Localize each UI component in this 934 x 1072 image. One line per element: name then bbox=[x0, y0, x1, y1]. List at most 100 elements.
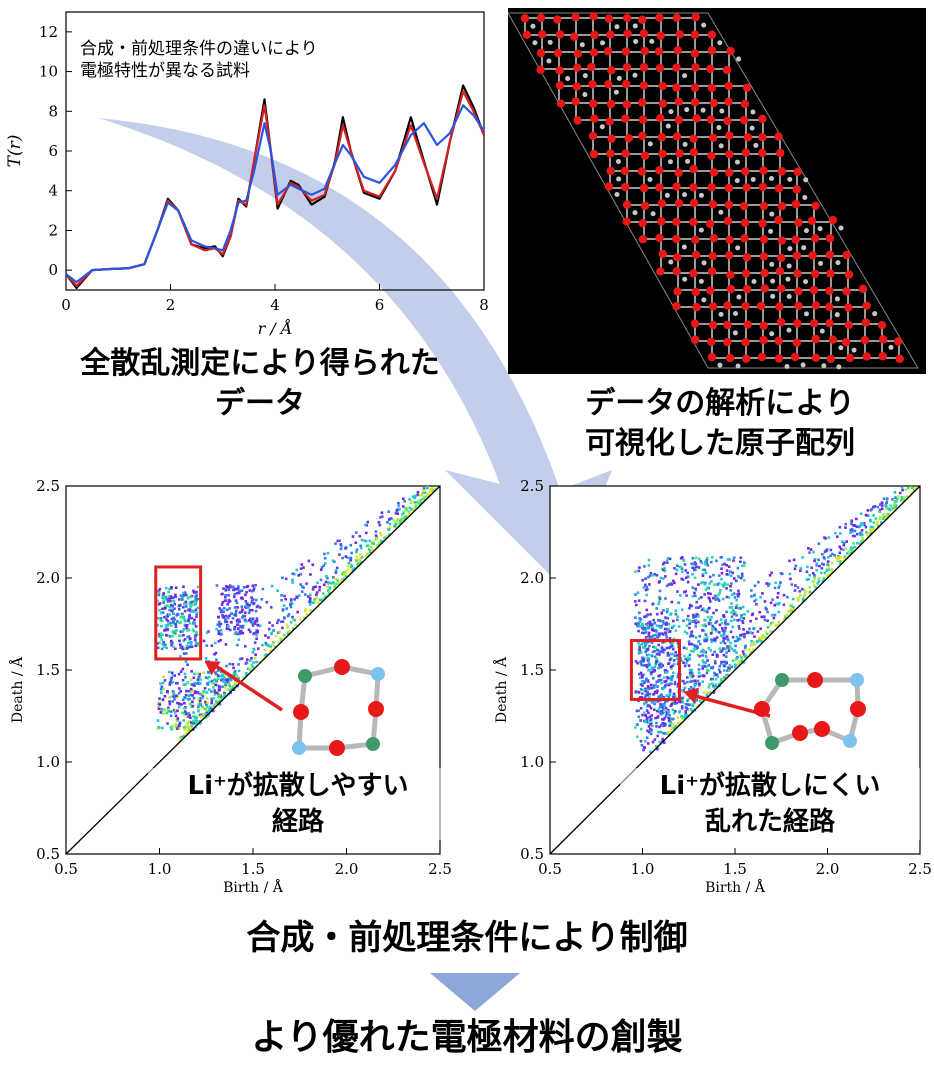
density-pixel bbox=[224, 593, 227, 597]
cation-atom bbox=[698, 192, 704, 198]
density-pixel bbox=[702, 661, 706, 664]
density-pixel bbox=[645, 665, 649, 669]
density-pixel bbox=[188, 645, 192, 649]
density-pixel bbox=[658, 600, 661, 603]
density-pixel bbox=[248, 659, 252, 662]
density-pixel bbox=[217, 640, 221, 643]
density-pixel bbox=[849, 548, 853, 552]
density-pixel bbox=[185, 647, 189, 650]
density-pixel bbox=[842, 541, 846, 545]
density-pixel bbox=[634, 660, 638, 663]
density-pixel bbox=[670, 652, 673, 656]
density-pixel bbox=[222, 696, 226, 699]
density-pixel bbox=[297, 574, 300, 577]
density-pixel bbox=[670, 583, 674, 586]
oxygen-atom bbox=[740, 218, 750, 228]
density-pixel bbox=[163, 606, 167, 610]
density-pixel bbox=[234, 681, 238, 685]
density-pixel bbox=[229, 685, 232, 689]
density-pixel bbox=[748, 648, 751, 651]
density-pixel bbox=[302, 566, 305, 569]
density-pixel bbox=[193, 672, 196, 676]
oxygen-atom bbox=[658, 99, 668, 108]
oxygen-atom bbox=[706, 337, 716, 347]
density-pixel bbox=[722, 614, 725, 617]
density-pixel bbox=[228, 600, 232, 603]
density-pixel bbox=[734, 606, 738, 609]
density-pixel bbox=[663, 700, 667, 704]
density-pixel bbox=[647, 558, 651, 562]
density-pixel bbox=[721, 583, 724, 586]
oxygen-atom bbox=[811, 301, 821, 310]
density-pixel bbox=[670, 626, 674, 630]
density-pixel bbox=[166, 689, 169, 693]
density-pixel bbox=[175, 694, 178, 698]
x-tick-label: 2.5 bbox=[908, 860, 932, 878]
density-pixel bbox=[282, 604, 286, 607]
density-pixel bbox=[877, 525, 880, 528]
density-pixel bbox=[653, 649, 656, 653]
pdf-note-line-2: 電極特性が異なる試料 bbox=[80, 61, 250, 81]
density-pixel bbox=[684, 711, 687, 715]
density-pixel bbox=[665, 584, 669, 588]
oxygen-atom bbox=[791, 200, 801, 209]
oxygen-atom bbox=[520, 14, 530, 23]
density-pixel bbox=[233, 627, 236, 630]
density-pixel bbox=[716, 675, 720, 678]
density-pixel bbox=[179, 621, 183, 624]
density-pixel bbox=[416, 490, 420, 494]
atomic-structure-image bbox=[507, 8, 926, 374]
density-pixel bbox=[855, 517, 858, 521]
density-pixel bbox=[389, 517, 392, 520]
density-pixel bbox=[791, 609, 795, 613]
density-pixel bbox=[674, 724, 677, 728]
cation-atom bbox=[872, 311, 878, 317]
density-pixel bbox=[650, 667, 654, 670]
density-pixel bbox=[838, 545, 842, 549]
density-pixel bbox=[639, 651, 643, 654]
density-pixel bbox=[687, 640, 691, 643]
density-pixel bbox=[161, 593, 165, 597]
density-pixel bbox=[177, 687, 181, 690]
density-pixel bbox=[704, 588, 708, 592]
density-pixel bbox=[732, 612, 736, 616]
density-pixel bbox=[255, 660, 258, 664]
oxygen-atom bbox=[862, 301, 871, 310]
density-pixel bbox=[722, 639, 725, 643]
density-pixel bbox=[829, 548, 833, 552]
density-pixel bbox=[655, 630, 658, 633]
density-pixel bbox=[249, 630, 252, 634]
lithium-site-atom bbox=[850, 673, 864, 687]
density-pixel bbox=[189, 641, 192, 644]
density-pixel bbox=[885, 516, 888, 520]
density-pixel bbox=[285, 623, 289, 626]
density-pixel bbox=[641, 631, 644, 635]
density-pixel bbox=[663, 704, 666, 708]
density-pixel bbox=[729, 589, 733, 592]
density-pixel bbox=[193, 603, 196, 606]
density-pixel bbox=[784, 616, 787, 619]
density-pixel bbox=[272, 629, 275, 632]
density-pixel bbox=[720, 571, 724, 575]
density-pixel bbox=[335, 566, 339, 570]
cation-atom bbox=[701, 297, 707, 303]
density-pixel bbox=[771, 621, 775, 624]
density-pixel bbox=[370, 549, 374, 552]
density-pixel bbox=[697, 566, 701, 569]
density-pixel bbox=[685, 624, 689, 627]
density-pixel bbox=[712, 596, 715, 600]
cation-atom bbox=[685, 158, 691, 164]
density-pixel bbox=[331, 559, 335, 563]
x-tick-label: 8 bbox=[479, 296, 489, 314]
density-pixel bbox=[223, 678, 227, 682]
density-pixel bbox=[251, 651, 255, 654]
density-pixel bbox=[179, 689, 183, 693]
oxygen-atom bbox=[622, 63, 632, 72]
density-pixel bbox=[673, 694, 677, 698]
density-pixel bbox=[697, 597, 701, 601]
density-pixel bbox=[731, 571, 735, 575]
oxygen-atom bbox=[842, 287, 851, 296]
oxygen-atom bbox=[571, 12, 580, 22]
density-pixel bbox=[679, 594, 682, 597]
density-pixel bbox=[725, 595, 729, 599]
